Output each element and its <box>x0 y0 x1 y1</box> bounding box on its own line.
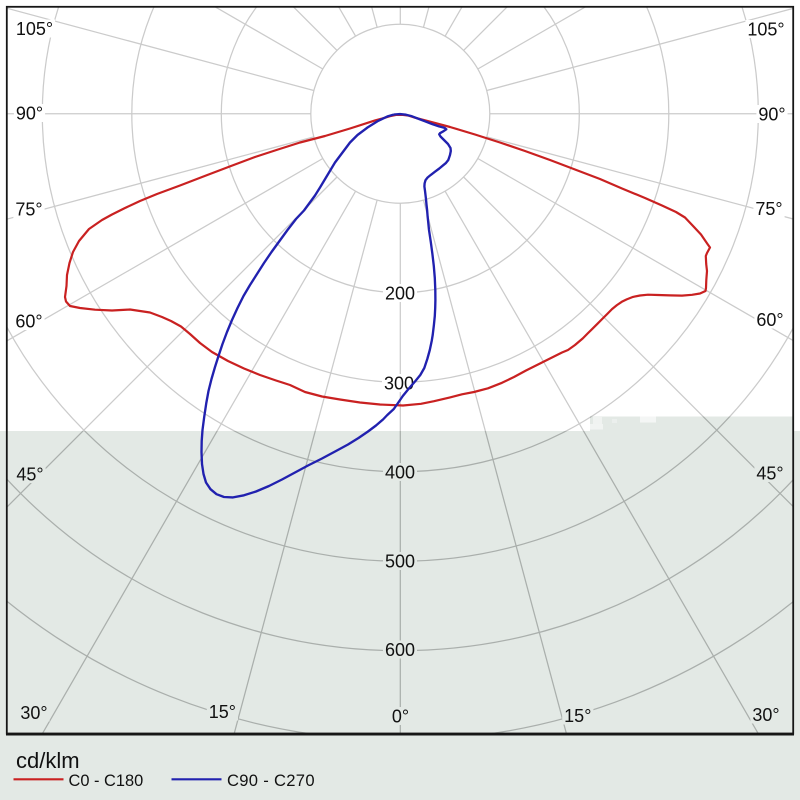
svg-text:105°: 105° <box>16 19 53 39</box>
svg-text:30°: 30° <box>752 705 779 725</box>
svg-text:105°: 105° <box>747 20 784 40</box>
svg-text:90°: 90° <box>16 104 43 124</box>
svg-text:75°: 75° <box>15 200 42 220</box>
svg-text:15°: 15° <box>209 702 236 722</box>
svg-text:0°: 0° <box>392 707 409 727</box>
svg-text:60°: 60° <box>15 312 42 332</box>
svg-text:C0 - C180: C0 - C180 <box>69 772 144 790</box>
svg-text:90°: 90° <box>758 105 785 125</box>
svg-text:45°: 45° <box>16 465 43 485</box>
svg-text:cd/klm: cd/klm <box>16 748 80 773</box>
svg-text:200: 200 <box>385 284 415 304</box>
svg-text:60°: 60° <box>756 310 783 330</box>
svg-text:75°: 75° <box>755 199 782 219</box>
svg-text:45°: 45° <box>756 464 783 484</box>
svg-text:C90 - C270: C90 - C270 <box>227 771 315 790</box>
svg-text:30°: 30° <box>20 703 47 723</box>
svg-text:15°: 15° <box>564 706 591 726</box>
svg-text:600: 600 <box>385 640 415 660</box>
svg-text:500: 500 <box>385 552 415 572</box>
svg-text:400: 400 <box>385 463 415 483</box>
svg-text:300: 300 <box>384 374 414 394</box>
